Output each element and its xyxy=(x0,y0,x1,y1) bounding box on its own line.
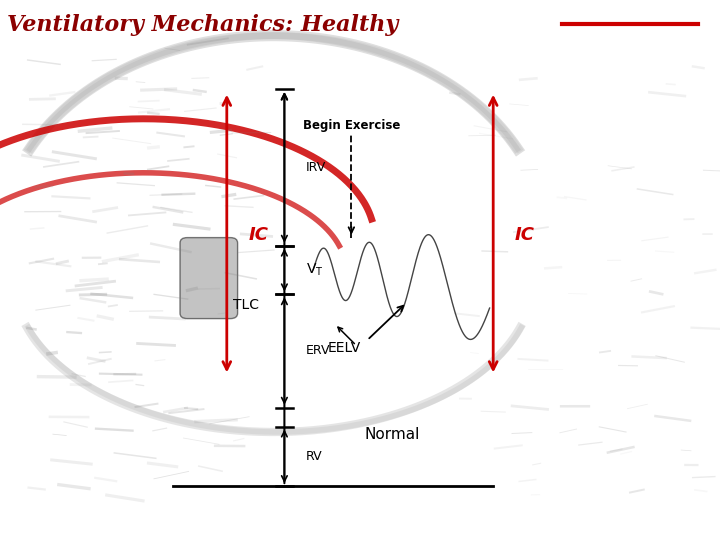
Text: IC: IC xyxy=(248,226,269,244)
Text: $\mathregular{V_T}$: $\mathregular{V_T}$ xyxy=(306,262,323,278)
Text: EELV: EELV xyxy=(328,341,361,355)
Text: Ventilatory Mechanics: Healthy: Ventilatory Mechanics: Healthy xyxy=(7,14,398,36)
Text: Normal: Normal xyxy=(365,427,420,442)
Text: Begin Exercise: Begin Exercise xyxy=(302,119,400,132)
Text: ERV: ERV xyxy=(306,345,330,357)
Text: IRV: IRV xyxy=(306,161,326,174)
Text: TLC: TLC xyxy=(233,298,259,312)
FancyBboxPatch shape xyxy=(180,238,238,319)
Text: RV: RV xyxy=(306,450,323,463)
Text: IC: IC xyxy=(515,226,535,244)
